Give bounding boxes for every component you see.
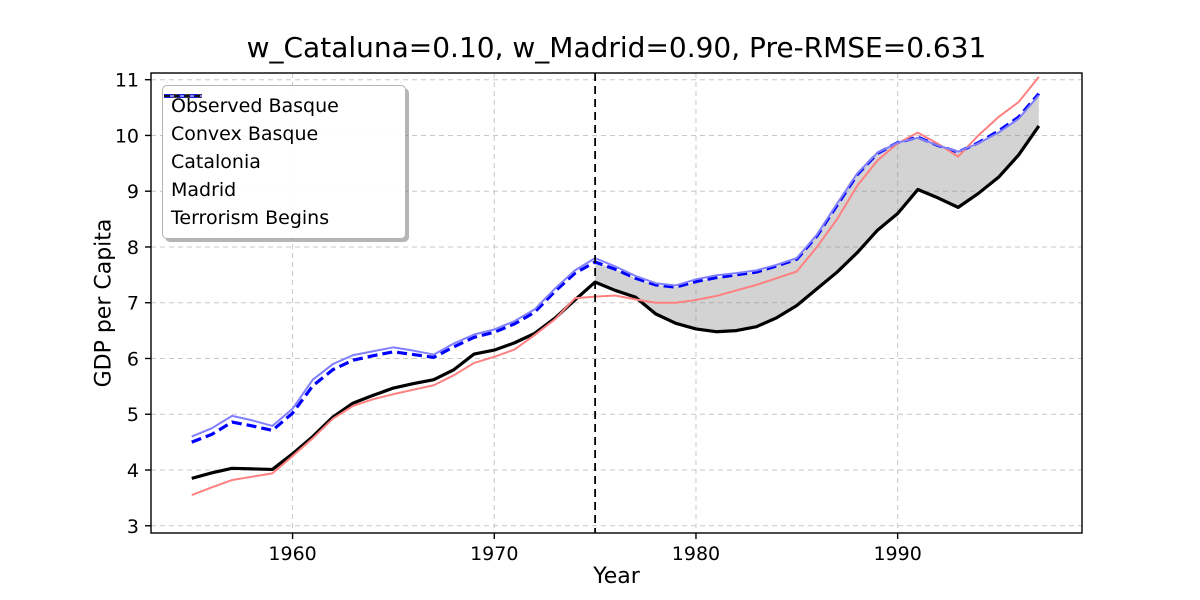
legend-label: Terrorism Begins bbox=[171, 207, 330, 229]
legend-item-terrorism-begins: Terrorism Begins bbox=[164, 95, 395, 232]
legend-label: Catalonia bbox=[171, 151, 261, 173]
x-tick-label-3: 1990 bbox=[873, 543, 921, 565]
y-tick-label-2: 5 bbox=[127, 404, 139, 426]
legend-label: Observed Basque bbox=[171, 95, 339, 117]
legend-line-sample bbox=[164, 95, 202, 97]
x-tick-label-0: 1960 bbox=[268, 543, 316, 565]
x-tick-label-2: 1980 bbox=[672, 543, 720, 565]
x-axis-label: Year bbox=[593, 564, 640, 589]
legend: Observed Basque Convex Basque Catalonia Mad… bbox=[162, 85, 406, 239]
y-tick-label-7: 10 bbox=[115, 125, 139, 147]
chart-title: w_Cataluna=0.10, w_Madrid=0.90, Pre-RMSE… bbox=[246, 31, 987, 64]
legend-item-observed-basque: Observed Basque bbox=[164, 92, 395, 120]
y-tick-label-6: 9 bbox=[127, 181, 139, 203]
legend-item-convex-basque: Convex Basque bbox=[164, 94, 395, 148]
y-axis-label: GDP per Capita bbox=[91, 218, 117, 388]
series-line-madrid bbox=[191, 94, 1040, 438]
series-line-observed-basque bbox=[191, 125, 1041, 480]
y-tick-label-1: 4 bbox=[127, 460, 139, 482]
y-tick-label-4: 7 bbox=[127, 293, 139, 315]
legend-label: Convex Basque bbox=[171, 123, 319, 145]
y-tick-label-5: 8 bbox=[127, 237, 139, 259]
legend-item-catalonia: Catalonia bbox=[164, 95, 395, 176]
x-tick-label-1: 1970 bbox=[470, 543, 518, 565]
gap-fill-region bbox=[595, 93, 1039, 332]
legend-item-madrid: Madrid bbox=[164, 95, 395, 204]
y-tick-label-0: 3 bbox=[127, 516, 139, 538]
y-tick-label-3: 6 bbox=[127, 348, 139, 370]
y-tick-label-8: 11 bbox=[115, 70, 139, 92]
legend-label: Madrid bbox=[171, 179, 237, 201]
